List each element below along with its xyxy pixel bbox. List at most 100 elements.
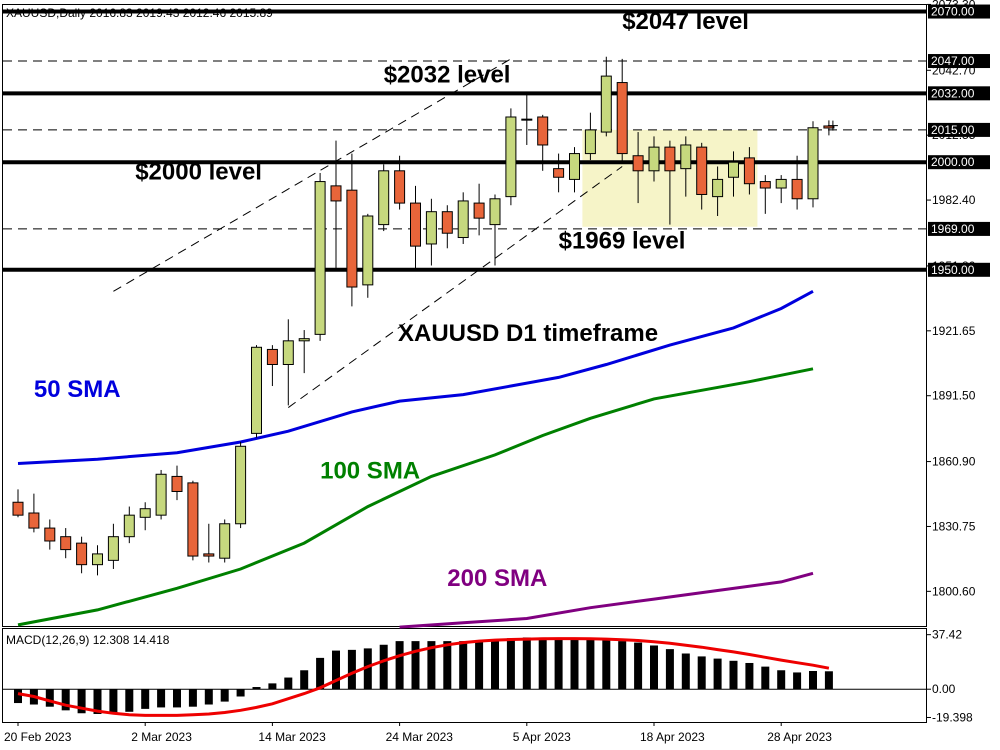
candle-30 <box>489 194 501 266</box>
level-annotation-4: $2000 level <box>135 158 262 185</box>
candle-body <box>76 542 88 566</box>
candle-body <box>728 161 739 178</box>
macd-bar-25 <box>411 641 420 690</box>
macd-bar-0 <box>14 689 22 704</box>
macd-bar-15 <box>252 687 261 690</box>
candle-8 <box>139 502 151 531</box>
price-tag-0: 2070.00 <box>931 5 975 19</box>
candle-25 <box>410 185 421 270</box>
candle-40 <box>648 136 660 182</box>
candle-7 <box>123 506 135 544</box>
candle-body <box>616 82 628 155</box>
macd-bar-30 <box>491 641 499 690</box>
macd-bar-44 <box>713 658 722 690</box>
candle-body <box>425 211 437 245</box>
candle-body <box>123 514 135 538</box>
candle-42 <box>680 136 692 197</box>
candle-body <box>569 153 580 180</box>
price-tag-4: 2000.00 <box>931 155 975 169</box>
candle-body <box>394 170 406 204</box>
macd-bar-3 <box>61 689 70 711</box>
candle-body <box>791 178 803 200</box>
macd-bar-2 <box>45 689 54 707</box>
candle-14 <box>235 441 247 529</box>
candle-body <box>457 200 469 239</box>
macd-bar-35 <box>570 639 579 690</box>
candle-body <box>759 181 771 189</box>
macd-bar-23 <box>379 644 388 690</box>
candle-body <box>171 475 183 492</box>
candle-body <box>251 346 262 434</box>
candle-26 <box>425 198 437 266</box>
candle-13 <box>219 519 231 563</box>
level-annotation-5: $1969 level <box>559 227 686 254</box>
macd-bar-43 <box>697 656 706 690</box>
candle-35 <box>569 147 580 193</box>
candle-39 <box>632 132 644 204</box>
macd-bar-21 <box>347 649 356 690</box>
candle-37 <box>600 56 612 137</box>
candle-body <box>410 202 421 247</box>
time-tick-label-1: 2 Mar 2023 <box>131 730 192 744</box>
candle-body <box>743 157 755 185</box>
price-tag-bg <box>928 155 990 170</box>
macd-bar-19 <box>316 657 325 690</box>
candle-body <box>314 181 326 335</box>
macd-bar-32 <box>522 637 531 690</box>
candle-body <box>92 553 103 566</box>
candle-45 <box>728 151 739 197</box>
candle-38 <box>616 58 628 163</box>
candle-22 <box>362 213 374 298</box>
candle-body <box>521 118 533 121</box>
candle-24 <box>394 155 406 210</box>
price-tag-2: 2032.00 <box>931 86 975 100</box>
macd-bar-11 <box>188 689 197 707</box>
macd-bar-50 <box>809 670 817 690</box>
price-tick-label-6: 1982.40 <box>932 193 976 207</box>
price-tag-bg <box>928 54 990 69</box>
time-tick-label-5: 18 Apr 2023 <box>640 730 705 744</box>
candle-44 <box>712 166 724 216</box>
macd-bar-22 <box>363 648 372 690</box>
macd-bar-6 <box>109 689 118 713</box>
macd-bar-5 <box>93 689 102 714</box>
macd-bar-20 <box>332 650 340 690</box>
level-annotation-1: $2047 level <box>622 8 749 35</box>
candle-body <box>664 146 676 172</box>
macd-bar-45 <box>729 660 738 690</box>
candle-body <box>680 144 692 170</box>
price-tag-6: 1950.00 <box>931 263 975 277</box>
macd-bar-18 <box>300 670 309 690</box>
candle-body <box>282 340 294 366</box>
candle-body <box>235 445 247 525</box>
candle-29 <box>473 183 485 236</box>
candle-body <box>378 170 390 226</box>
candle-body <box>473 202 485 219</box>
candle-10 <box>171 465 183 501</box>
macd-label: MACD(12,26,9) 12.308 14.418 <box>6 633 170 647</box>
price-tick-label-1: 1830.75 <box>932 519 976 533</box>
chart-header: XAUUSD,Daily 2016.83 2019.43 2012.46 201… <box>6 6 273 20</box>
candle-5 <box>92 545 103 576</box>
candle-0 <box>12 489 24 518</box>
macd-signal-line <box>17 637 830 717</box>
candle-body <box>489 198 501 226</box>
price-tick-label-0: 1800.60 <box>932 584 976 598</box>
candle-6 <box>107 523 119 569</box>
candle-11 <box>187 480 199 561</box>
macd-bar-40 <box>650 645 658 690</box>
price-pane <box>2 4 927 627</box>
price-tick-label-3: 1891.50 <box>932 389 976 403</box>
macd-bar-41 <box>665 649 674 690</box>
macd-bar-47 <box>761 666 770 690</box>
macd-bar-16 <box>268 683 277 690</box>
macd-bar-38 <box>618 641 627 690</box>
candle-3 <box>60 528 72 559</box>
candle-body <box>330 185 342 202</box>
macd-bar-17 <box>284 677 293 690</box>
candle-body <box>107 536 119 561</box>
time-tick-label-0: 20 Feb 2023 <box>4 730 72 744</box>
candle-23 <box>378 164 390 232</box>
price-tag-5: 1969.00 <box>931 222 975 236</box>
candle-4 <box>76 536 88 574</box>
